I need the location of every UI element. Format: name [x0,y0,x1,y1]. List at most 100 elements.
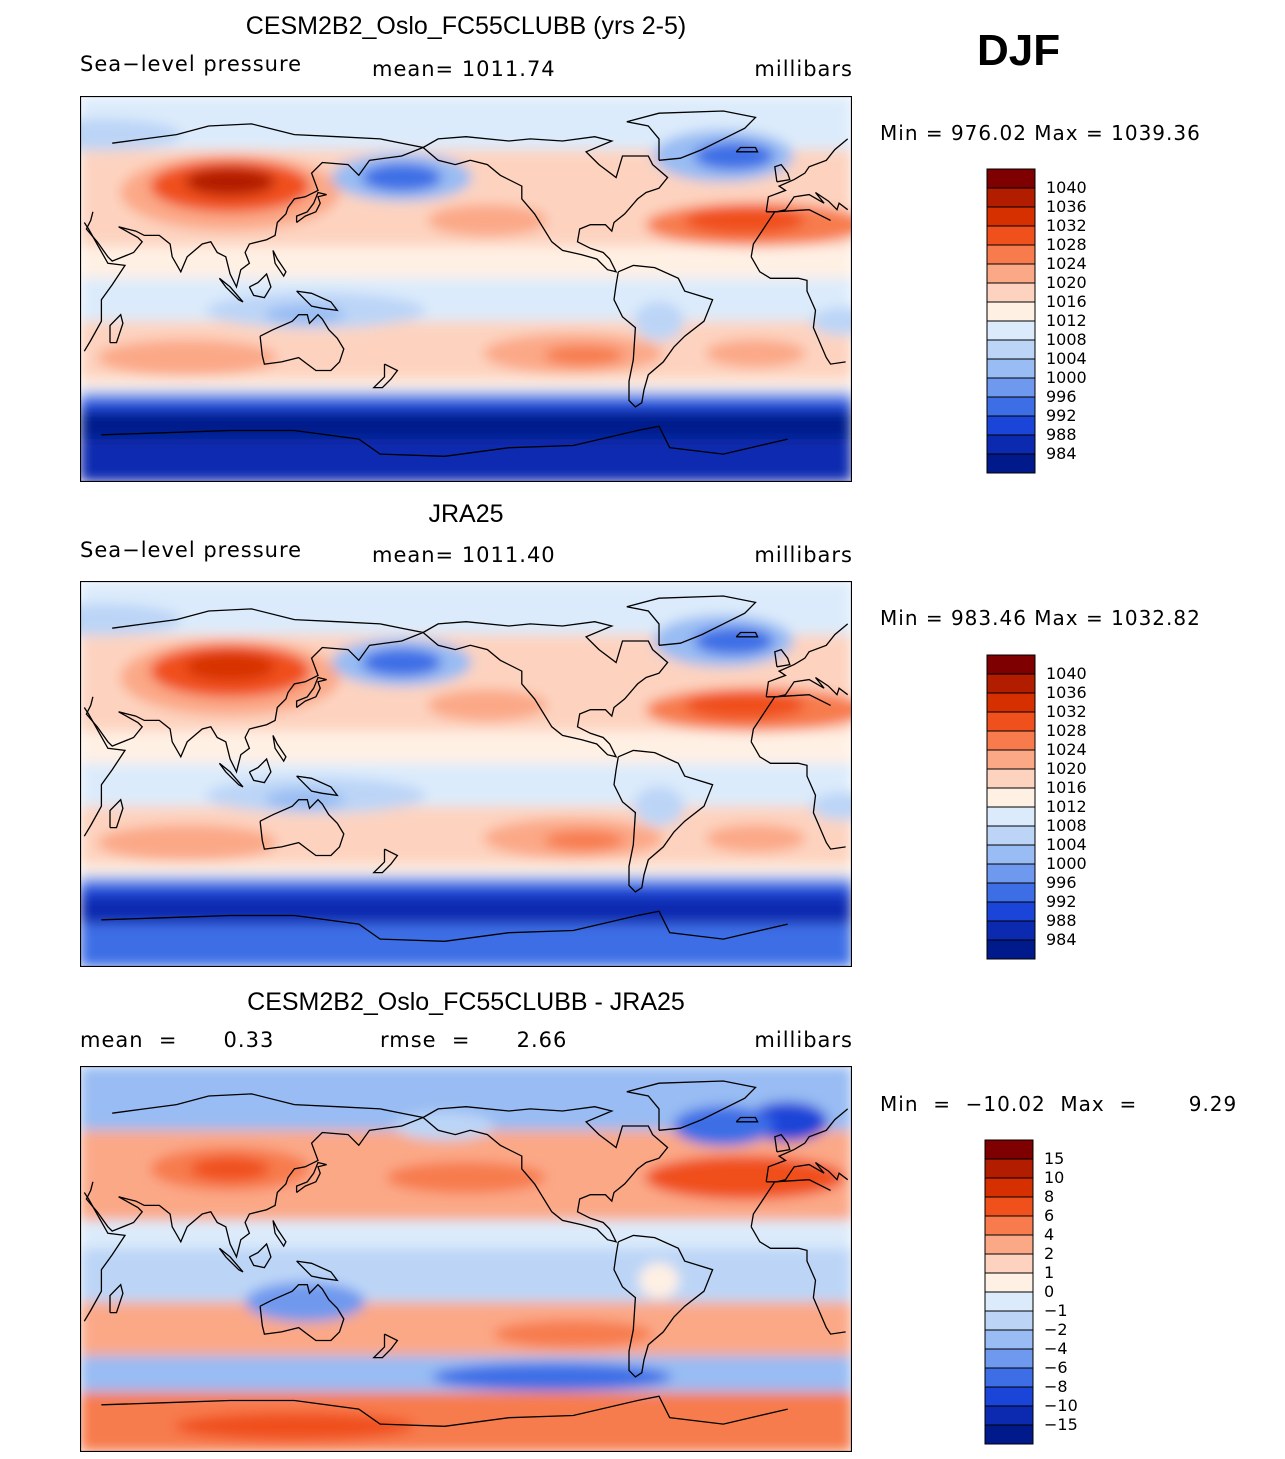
colorbar-level-label: 8 [1044,1187,1054,1206]
colorbar-swatch [986,787,1036,808]
colorbar-swatch [986,749,1036,770]
colorbar-level-label: 984 [1046,930,1077,949]
panel-2-colorbar: 1040103610321028102410201016101210081004… [986,654,1087,960]
colorbar-swatch [984,1253,1034,1274]
panel-3-minmax: Min = −10.02 Max = 9.29 [880,1092,1238,1116]
colorbar-swatch [986,415,1036,436]
colorbar-swatch [986,939,1036,960]
panel-2-mean-label: mean= 1011.40 [372,543,556,567]
colorbar-swatch [986,806,1036,827]
colorbar-level-label: −6 [1044,1358,1068,1377]
panel-2-minmax: Min = 983.46 Max = 1032.82 [880,606,1201,630]
colorbar-level-label: 1000 [1046,854,1087,873]
colorbar-level-label: −1 [1044,1301,1068,1320]
colorbar-swatch [986,711,1036,732]
panel-2-units: millibars [754,543,853,567]
colorbar-swatch [986,673,1036,694]
panel-1-colorbar: 1040103610321028102410201016101210081004… [986,168,1087,474]
colorbar-level-label: −15 [1044,1415,1078,1434]
colorbar-swatch [984,1196,1034,1217]
colorbar-swatch [986,768,1036,789]
colorbar-level-label: 1036 [1046,683,1087,702]
colorbar-swatch [984,1405,1034,1426]
colorbar-level-label: 1036 [1046,197,1087,216]
colorbar-level-label: 1004 [1046,835,1087,854]
colorbar-level-label: 1032 [1046,702,1087,721]
colorbar-level-label: 6 [1044,1206,1054,1225]
colorbar-swatch [984,1177,1034,1198]
panel-1-minmax: Min = 976.02 Max = 1039.36 [880,121,1201,145]
colorbar-swatch [986,339,1036,360]
colorbar-level-label: 1032 [1046,216,1087,235]
colorbar-swatch [984,1215,1034,1236]
panel-1-variable-label: Sea−level pressure [80,52,303,76]
colorbar-level-label: 1028 [1046,721,1087,740]
colorbar-swatch [984,1329,1034,1350]
colorbar-level-label: 1008 [1046,816,1087,835]
colorbar-level-label: 996 [1046,873,1077,892]
colorbar-level-label: 1016 [1046,778,1087,797]
colorbar-level-label: 984 [1046,444,1077,463]
colorbar-level-label: 1012 [1046,797,1087,816]
colorbar-swatch [986,282,1036,303]
colorbar-level-label: 1040 [1046,664,1087,683]
colorbar-swatch [984,1367,1034,1388]
colorbar-swatch [986,263,1036,284]
colorbar-swatch [984,1272,1034,1293]
colorbar-swatch [986,187,1036,208]
panel-1-map [80,96,852,482]
panel-2-map [80,581,852,967]
panel-1-units: millibars [754,57,853,81]
colorbar-swatch [986,434,1036,455]
colorbar-swatch [984,1139,1034,1160]
colorbar-swatch [986,901,1036,922]
colorbar-swatch [986,882,1036,903]
colorbar-swatch [984,1291,1034,1312]
colorbar-level-label: 1008 [1046,330,1087,349]
colorbar-level-label: −8 [1044,1377,1068,1396]
colorbar-level-label: 1024 [1046,254,1087,273]
panel-1-title: CESM2B2_Oslo_FC55CLUBB (yrs 2-5) [245,12,687,40]
colorbar-swatch [984,1386,1034,1407]
colorbar-swatch [986,358,1036,379]
colorbar-swatch [986,320,1036,341]
colorbar-swatch [986,244,1036,265]
colorbar-level-label: 996 [1046,387,1077,406]
panel-2-title: JRA25 [428,500,504,528]
colorbar-level-label: 10 [1044,1168,1064,1187]
colorbar-level-label: 992 [1046,406,1077,425]
colorbar-swatch [986,825,1036,846]
colorbar-swatch [986,730,1036,751]
panel-2-variable-label: Sea−level pressure [80,538,303,562]
colorbar-swatch [986,453,1036,474]
colorbar-level-label: −10 [1044,1396,1078,1415]
colorbar-level-label: 992 [1046,892,1077,911]
panel-3-mean-label: mean = 0.33 [80,1028,275,1052]
colorbar-level-label: 1024 [1046,740,1087,759]
colorbar-level-label: 1020 [1046,273,1087,292]
colorbar-swatch [984,1348,1034,1369]
colorbar-swatch [986,692,1036,713]
colorbar-level-label: −4 [1044,1339,1068,1358]
colorbar-level-label: 4 [1044,1225,1054,1244]
colorbar-swatch [986,301,1036,322]
colorbar-swatch [984,1310,1034,1331]
colorbar-level-label: 1020 [1046,759,1087,778]
colorbar-level-label: 1000 [1046,368,1087,387]
colorbar-level-label: 0 [1044,1282,1054,1301]
colorbar-swatch [986,225,1036,246]
colorbar-swatch [984,1234,1034,1255]
colorbar-level-label: 1016 [1046,292,1087,311]
colorbar-swatch [984,1424,1034,1445]
colorbar-swatch [986,206,1036,227]
colorbar-level-label: 1012 [1046,311,1087,330]
panel-3-title: CESM2B2_Oslo_FC55CLUBB - JRA25 [247,988,685,1016]
colorbar-swatch [986,396,1036,417]
colorbar-level-label: 15 [1044,1149,1064,1168]
colorbar-swatch [986,863,1036,884]
colorbar-level-label: 2 [1044,1244,1054,1263]
colorbar-swatch [984,1158,1034,1179]
colorbar-swatch [986,168,1036,189]
season-label: DJF [977,26,1061,75]
